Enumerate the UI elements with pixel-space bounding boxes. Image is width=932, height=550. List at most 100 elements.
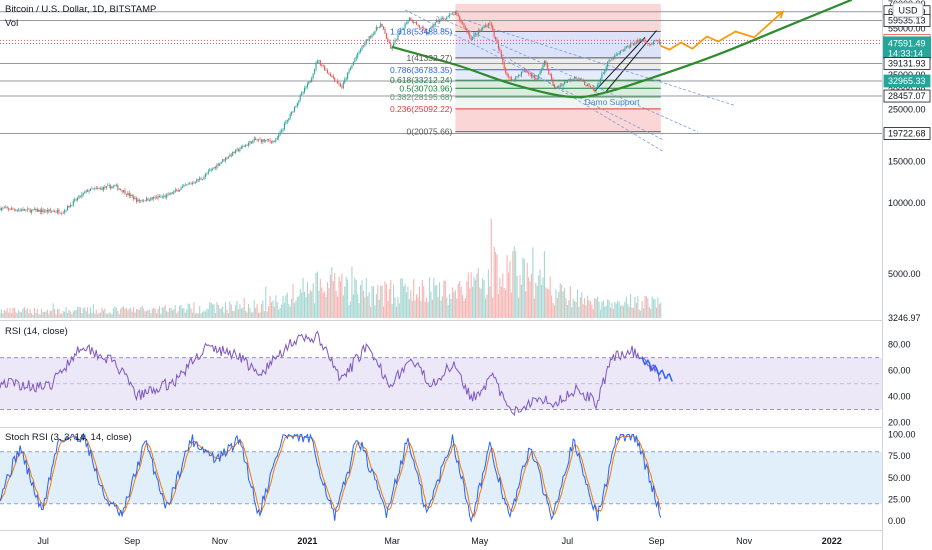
currency-selector[interactable]: USD <box>892 2 924 18</box>
volume-bar <box>395 306 398 318</box>
candle-body <box>522 71 524 73</box>
candle-body <box>315 62 317 69</box>
stoch-rsi-pane[interactable]: Stoch RSI (3, 3, 14, 14, close) <box>0 432 882 523</box>
volume-bar <box>39 314 41 318</box>
candle-body <box>282 129 284 131</box>
candle-body <box>410 17 412 21</box>
volume-bar <box>36 308 38 318</box>
volume-bar <box>150 313 152 318</box>
candle-body <box>273 140 275 142</box>
candle-body <box>594 90 596 91</box>
candle-body <box>295 105 297 107</box>
candle-body <box>229 154 231 157</box>
volume-bar <box>3 309 5 318</box>
candle-body <box>486 25 488 27</box>
candle-body <box>440 18 442 21</box>
volume-bar <box>520 284 522 318</box>
volume-bar <box>52 303 54 318</box>
volume-bar <box>360 285 362 318</box>
volume-bar <box>321 287 323 318</box>
volume-bar <box>382 306 385 318</box>
volume-bar <box>651 296 653 318</box>
candle-body <box>617 53 619 55</box>
candle-body <box>328 72 330 75</box>
candle-body <box>260 139 262 143</box>
volume-bar <box>16 313 18 318</box>
volume-bar <box>609 307 612 318</box>
candle-body <box>472 36 474 40</box>
volume-bar <box>470 272 472 318</box>
candle-body <box>26 208 28 210</box>
volume-bar <box>421 280 423 318</box>
candle-body <box>433 25 435 28</box>
volume-bar <box>549 276 551 318</box>
volume-bar <box>477 268 479 318</box>
currency-badge[interactable] <box>892 2 924 18</box>
candle-body <box>316 61 319 63</box>
candle-body <box>166 194 168 198</box>
volume-bar <box>298 296 300 318</box>
volume-bar <box>401 278 403 318</box>
candle-body <box>100 187 102 189</box>
price-level-label: 59535.13 <box>888 16 926 26</box>
candle-body <box>8 208 10 210</box>
volume-bar <box>41 308 43 318</box>
candle-body <box>528 72 530 74</box>
candle-body <box>167 193 169 195</box>
candle-body <box>117 185 119 190</box>
time-tick-label: Sep <box>648 536 664 546</box>
volume-bar <box>291 298 293 318</box>
volume-bar <box>427 302 429 318</box>
volume-bar <box>397 297 399 318</box>
candle-body <box>641 39 643 41</box>
stoch-k-line <box>0 433 662 523</box>
volume-bar <box>9 307 11 318</box>
volume-bar <box>189 303 191 318</box>
volume-bar <box>168 308 171 318</box>
volume-bar <box>269 295 271 318</box>
candle-body <box>371 34 373 38</box>
candle-body <box>597 84 599 88</box>
stoch-tick-label: 50.00 <box>888 473 911 483</box>
candle-body <box>565 81 567 83</box>
candle-body <box>20 209 23 211</box>
volume-bar <box>575 301 577 318</box>
volume-bar <box>644 295 646 318</box>
volume-bar <box>507 272 510 318</box>
candle-body <box>598 82 600 85</box>
time-tick-label: May <box>471 536 489 546</box>
volume-bar <box>235 304 237 318</box>
candle-body <box>413 21 415 23</box>
volume-bar <box>328 288 330 318</box>
candle-body <box>543 60 545 66</box>
candle-body <box>276 137 278 140</box>
candle-body <box>133 196 135 200</box>
candle-body <box>66 205 69 211</box>
volume-bar <box>54 309 56 318</box>
candle-body <box>293 106 296 112</box>
volume-bar <box>510 292 512 318</box>
volume-bar <box>654 299 656 318</box>
candle-body <box>487 23 489 27</box>
volume-bar <box>483 280 485 318</box>
volume-bar <box>31 313 33 318</box>
candle-body <box>420 27 422 28</box>
volume-bar <box>131 311 133 318</box>
candle-body <box>41 209 43 213</box>
rsi-pane[interactable]: RSI (14, close) <box>0 326 882 417</box>
rsi-axis[interactable]: 80.00 60.00 40.00 20.00 <box>888 340 911 428</box>
candle-body <box>362 45 364 47</box>
candle-body <box>212 168 214 170</box>
projection-arrowhead <box>775 10 785 19</box>
candle-body <box>56 210 59 213</box>
candle-body <box>430 26 432 29</box>
volume-bar <box>355 279 357 318</box>
candle-body <box>312 73 314 79</box>
candle-body <box>553 85 556 88</box>
price-pane[interactable]: 1.618(53488.85) 1(41332.27) 0.786(36783.35… <box>0 0 882 318</box>
time-axis[interactable]: Jul Sep Nov 2021 Mar May Jul Sep Nov 2022 <box>37 536 841 546</box>
stoch-axis[interactable]: 100.00 75.00 50.00 25.00 0.00 <box>888 429 916 526</box>
volume-bar <box>184 312 186 318</box>
volume-bar <box>349 301 352 318</box>
volume-bar <box>595 299 597 318</box>
